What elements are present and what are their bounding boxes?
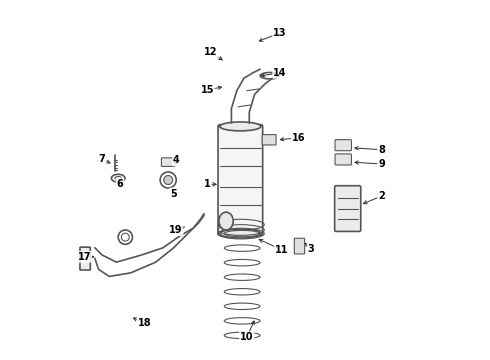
Text: 18: 18 [138, 318, 151, 328]
Text: 12: 12 [204, 47, 218, 57]
Text: 4: 4 [173, 156, 180, 165]
Ellipse shape [220, 122, 261, 131]
FancyBboxPatch shape [335, 140, 351, 151]
Ellipse shape [115, 176, 122, 180]
Text: 14: 14 [273, 68, 287, 78]
Text: 8: 8 [378, 145, 385, 155]
FancyBboxPatch shape [161, 158, 175, 166]
Text: 1: 1 [204, 179, 211, 189]
Text: 9: 9 [378, 159, 385, 169]
Text: 2: 2 [378, 191, 385, 201]
Text: 7: 7 [99, 154, 105, 164]
Text: 19: 19 [169, 225, 182, 235]
Text: 17: 17 [77, 252, 91, 262]
Text: 11: 11 [275, 245, 288, 255]
Ellipse shape [220, 229, 261, 238]
FancyBboxPatch shape [80, 247, 90, 270]
Text: 5: 5 [170, 189, 177, 199]
FancyBboxPatch shape [262, 135, 276, 145]
Text: 6: 6 [117, 179, 123, 189]
FancyBboxPatch shape [218, 125, 263, 235]
Ellipse shape [164, 176, 172, 184]
Text: 16: 16 [292, 133, 305, 143]
Text: 3: 3 [308, 244, 315, 253]
FancyBboxPatch shape [335, 186, 361, 231]
FancyBboxPatch shape [335, 154, 351, 165]
FancyBboxPatch shape [294, 238, 305, 254]
Ellipse shape [219, 212, 233, 230]
Text: 15: 15 [201, 85, 214, 95]
Text: 10: 10 [240, 332, 253, 342]
Text: 13: 13 [273, 28, 287, 38]
